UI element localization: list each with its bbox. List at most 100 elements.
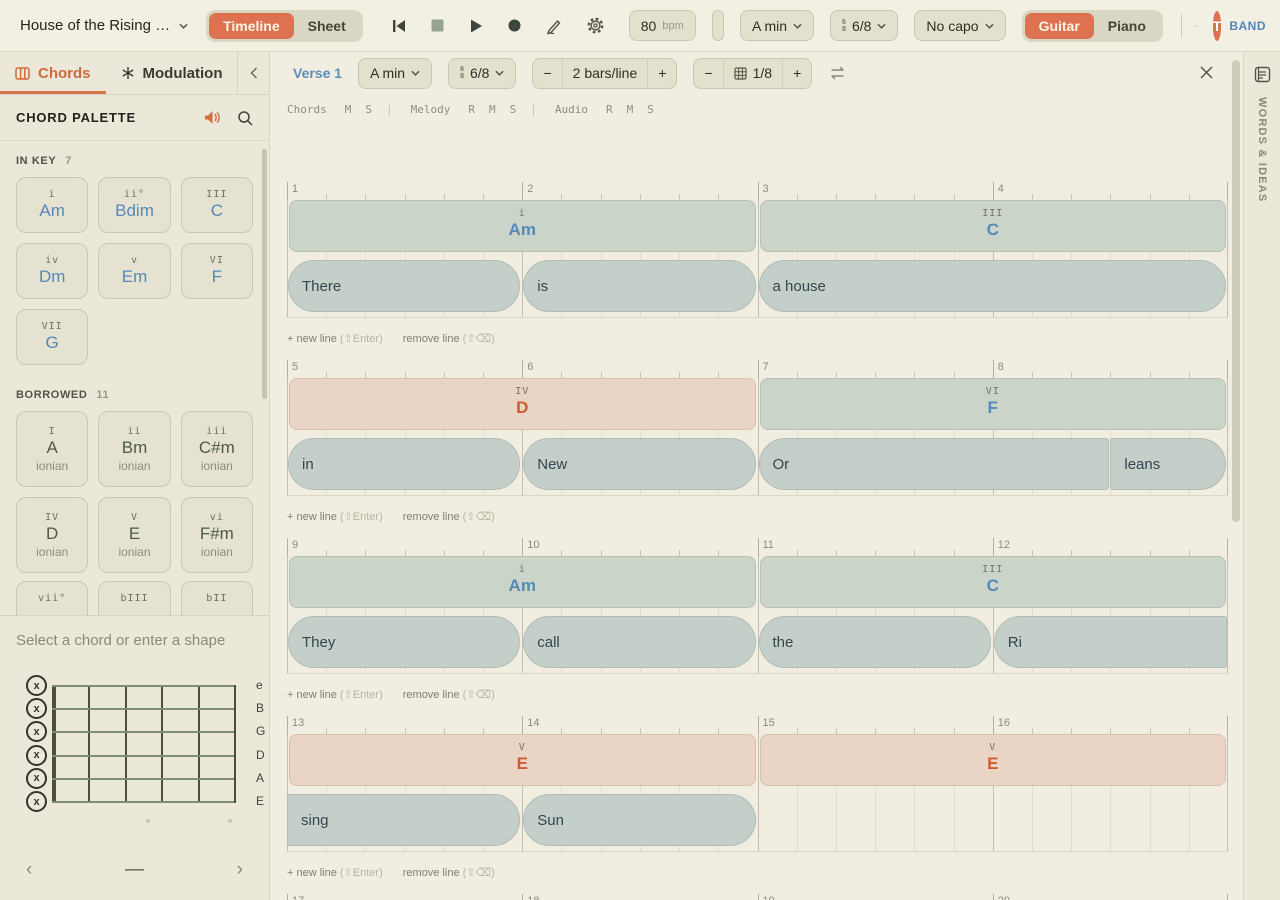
section-grid-value[interactable]: 1/8 [724,58,784,88]
lyric-block[interactable]: Or [758,438,1110,490]
play-icon[interactable] [468,18,484,34]
main-scrollbar[interactable] [1232,60,1240,522]
chord-chip[interactable]: i Am [16,177,89,233]
track-name[interactable]: Chords [287,102,327,116]
track-toggle-r[interactable]: R [468,102,475,116]
lyric-block[interactable]: a house [758,260,1226,312]
tab-piano[interactable]: Piano [1107,17,1146,34]
loop-icon[interactable] [828,65,847,81]
chord-block[interactable]: IV D [289,378,756,430]
chord-block[interactable]: VI F [759,378,1226,430]
record-icon[interactable] [507,18,522,33]
remove-line-button[interactable]: remove line (⇧⌫) [402,867,495,879]
band-label[interactable]: BAND [1229,18,1267,33]
stop-icon[interactable] [430,18,445,33]
collapse-sidebar-button[interactable] [237,52,269,94]
chord-chip[interactable]: ii° Bdim [98,177,171,233]
sidebar-scrollbar[interactable] [262,149,267,399]
track-toggle-s[interactable]: S [365,102,372,116]
speaker-icon[interactable] [204,110,221,125]
track-name[interactable]: Audio [554,102,588,116]
chord-chip[interactable]: VII G [16,309,89,365]
mute-string-button[interactable]: x [26,675,47,696]
note-grid-minus-button[interactable]: − [713,11,724,40]
chord-chip[interactable]: ii Bm ionian [98,411,171,487]
lyric-block[interactable]: in [288,438,521,490]
lyric-block[interactable]: leans [1110,438,1226,490]
section-grid-minus-button[interactable]: − [694,58,724,88]
gear-icon[interactable] [586,16,605,35]
tab-guitar[interactable]: Guitar [1024,12,1094,39]
mute-string-button[interactable]: x [26,698,47,720]
chord-chip[interactable]: vii° [16,581,89,615]
lyric-block[interactable]: sing [287,794,521,846]
track-toggle-m[interactable]: M [489,102,496,116]
pencil-icon[interactable] [545,17,563,35]
new-line-button[interactable]: + new line (⇧Enter) [287,867,383,879]
new-line-button[interactable]: + new line (⇧Enter) [287,689,383,701]
chord-chip[interactable]: v Em [98,243,171,299]
lyric-block[interactable]: the [758,616,991,668]
track-name[interactable]: Melody [410,102,451,116]
section-name[interactable]: Verse 1 [293,65,343,81]
bars-plus-button[interactable]: + [658,65,667,81]
bars-minus-button[interactable]: − [533,58,563,88]
chord-block[interactable]: III C [759,556,1226,608]
close-icon[interactable] [1200,66,1213,79]
lyric-block[interactable]: Sun [523,794,756,846]
fret-next-button[interactable]: › [236,859,243,880]
chord-block[interactable]: III C [759,200,1226,252]
track-toggle-r[interactable]: R [606,102,613,116]
lyric-block[interactable]: New [523,438,756,490]
chord-block[interactable]: i Am [289,200,756,252]
chord-chip[interactable]: vi F#m ionian [180,497,253,573]
remove-line-button[interactable]: remove line (⇧⌫) [402,689,495,701]
lyric-block[interactable]: They [288,616,521,668]
fretboard-grid[interactable] [52,685,236,803]
remove-line-button[interactable]: remove line (⇧⌫) [402,511,495,523]
chord-chip[interactable]: iii C#m ionian [180,411,253,487]
lyric-block[interactable]: Ri [993,616,1227,668]
chord-chip[interactable]: iv Dm [16,243,89,299]
track-toggle-m[interactable]: M [344,102,352,116]
section-grid-plus-button[interactable]: + [793,65,802,81]
new-line-button[interactable]: + new line (⇧Enter) [287,333,383,345]
song-title-menu[interactable]: House of the Rising … [20,17,188,34]
section-key-button[interactable]: A min [358,57,433,89]
capo-button[interactable]: No capo [914,10,1006,41]
tab-sheet[interactable]: Sheet [307,17,346,34]
lyric-block[interactable]: There [288,260,521,312]
mute-string-button[interactable]: x [26,721,47,743]
skip-to-start-icon[interactable] [391,18,407,34]
search-icon[interactable] [237,110,253,126]
lyric-block[interactable]: call [523,616,756,668]
new-line-button[interactable]: + new line (⇧Enter) [287,511,383,523]
track-toggle-s[interactable]: S [647,102,654,116]
chord-chip[interactable]: bIII [98,581,171,615]
moon-icon[interactable] [1195,16,1197,36]
mute-string-button[interactable]: x [26,744,47,766]
fret-position-indicator[interactable]: — [125,859,144,880]
lyric-block[interactable]: is [523,260,756,312]
tab-timeline[interactable]: Timeline [209,12,294,39]
tab-chords[interactable]: Chords [0,52,106,94]
mute-string-button[interactable]: x [26,791,47,812]
chord-chip[interactable]: VI F [180,243,253,299]
remove-line-button[interactable]: remove line (⇧⌫) [402,333,495,345]
track-toggle-s[interactable]: S [509,102,517,116]
chord-chip[interactable]: III C [180,177,253,233]
bpm-button[interactable]: 80 bpm [628,10,696,41]
avatar[interactable]: T [1212,10,1222,41]
track-toggle-m[interactable]: M [626,102,634,116]
chord-chip[interactable]: bII [180,581,253,615]
chord-block[interactable]: i Am [289,556,756,608]
key-button[interactable]: A min [740,10,815,41]
